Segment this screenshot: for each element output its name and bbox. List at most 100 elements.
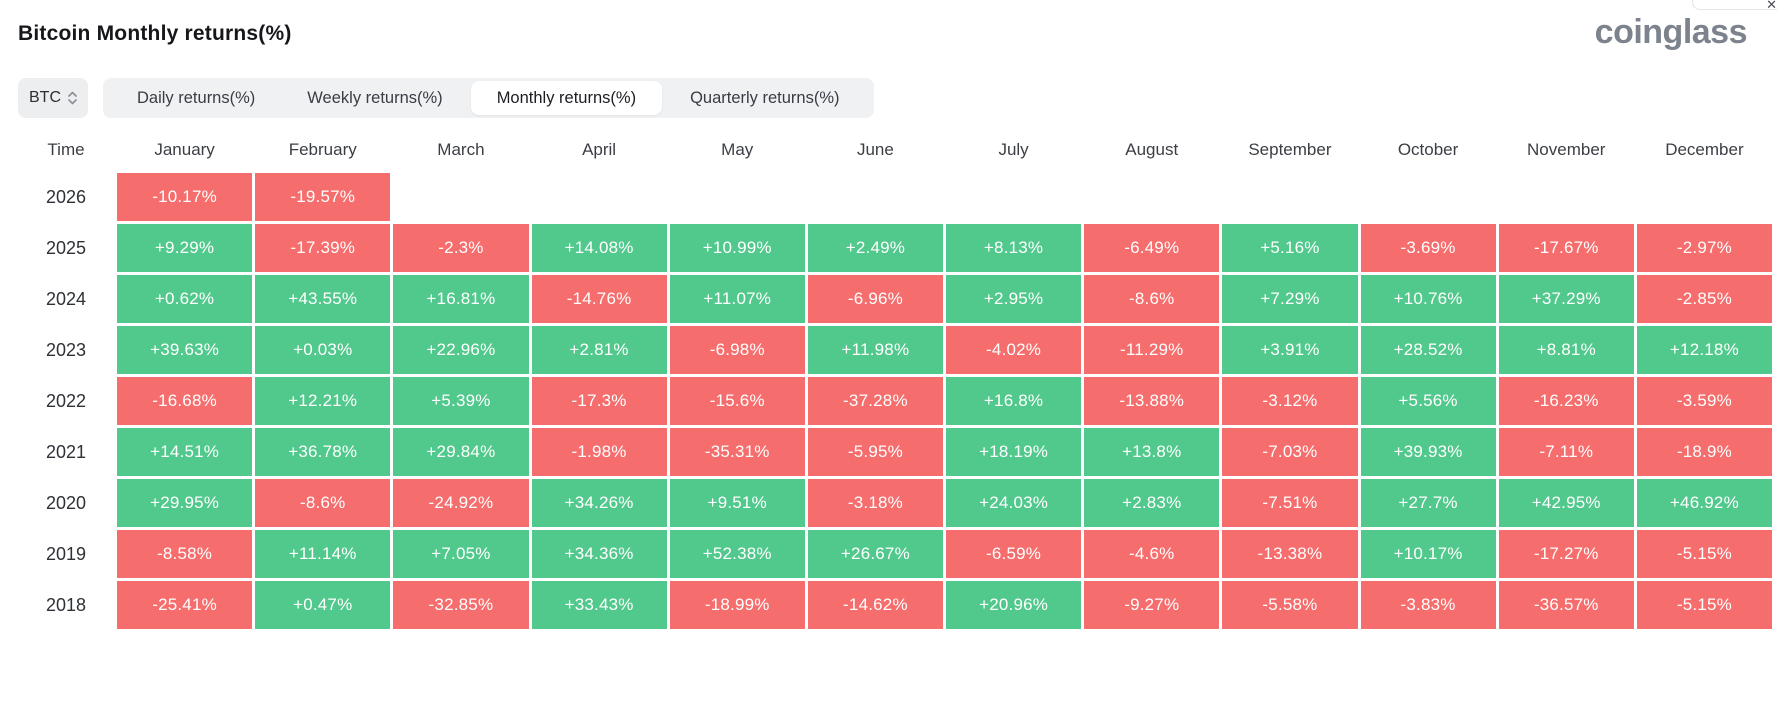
return-cell: +29.84% [393,428,529,476]
return-cell [946,173,1081,221]
tab-daily-returns[interactable]: Daily returns(%) [111,78,281,118]
return-cell: -17.39% [255,224,391,272]
return-cell [808,173,943,221]
return-cell: -6.49% [1084,224,1220,272]
return-cell: -17.3% [531,377,667,425]
return-cell: +14.08% [531,224,667,272]
row-year-label: 2020 [45,492,87,513]
popup-fragment: ✕ [1692,0,1777,12]
return-cell: -17.27% [1498,530,1634,578]
return-cell: +27.7% [1360,479,1496,527]
return-cell [532,173,667,221]
return-cell: -36.57% [1498,581,1634,629]
return-cell: -7.11% [1498,428,1634,476]
controls-row: BTC Daily returns(%) Weekly returns(%) M… [18,78,1777,118]
row-year-label: 2021 [45,441,87,462]
return-cell: -8.6% [255,479,391,527]
return-cell: -3.12% [1222,377,1358,425]
return-cell: -3.59% [1636,377,1772,425]
return-cell: +0.47% [255,581,391,629]
return-cell: -8.58% [117,530,253,578]
return-cell: -18.99% [669,581,805,629]
month-column-header: July [998,140,1029,159]
return-cell: +9.51% [669,479,805,527]
return-cell: +33.43% [531,581,667,629]
month-column-header: October [1397,140,1459,159]
return-cell: -32.85% [393,581,529,629]
return-cell: +12.18% [1636,326,1772,374]
month-column-header: September [1248,140,1332,159]
return-cell: +26.67% [807,530,943,578]
return-cell: -3.18% [807,479,943,527]
return-cell: -14.76% [531,275,667,323]
return-cell: +10.17% [1360,530,1496,578]
row-year-label: 2025 [45,237,87,258]
return-cell: +43.55% [255,275,391,323]
return-cell: -1.98% [531,428,667,476]
return-cell: +24.03% [946,479,1082,527]
tab-quarterly-returns[interactable]: Quarterly returns(%) [664,78,865,118]
return-cell: +42.95% [1498,479,1634,527]
page-title: Bitcoin Monthly returns(%) [18,22,292,45]
return-cell: -5.15% [1636,530,1772,578]
return-cell: -13.88% [1084,377,1220,425]
return-cell: -14.62% [807,581,943,629]
return-cell: -18.9% [1636,428,1772,476]
return-cell: -5.95% [807,428,943,476]
return-cell: +13.8% [1084,428,1220,476]
tab-monthly-returns[interactable]: Monthly returns(%) [470,81,663,115]
return-cell: -5.58% [1222,581,1358,629]
returns-grid: Time January February March April May June July… [0,130,1777,629]
return-cell: -16.68% [117,377,253,425]
return-cell: +0.62% [117,275,253,323]
row-year-label: 2026 [45,186,87,207]
return-cell: -9.27% [1084,581,1220,629]
return-cell: +3.91% [1222,326,1358,374]
return-cell [1222,173,1357,221]
return-cell: +0.03% [255,326,391,374]
return-cell: +39.93% [1360,428,1496,476]
symbol-select-value: BTC [29,89,61,106]
symbol-select[interactable]: BTC [18,78,88,118]
return-cell: +16.8% [946,377,1082,425]
row-year-label: 2019 [45,543,87,564]
return-cell: +5.39% [393,377,529,425]
return-cell: -2.85% [1636,275,1772,323]
return-cell: -6.98% [669,326,805,374]
month-column-header: January [154,140,215,159]
return-cell: +22.96% [393,326,529,374]
return-cell: -13.38% [1222,530,1358,578]
month-column-header: August [1125,140,1179,159]
return-cell: +29.95% [117,479,253,527]
return-cell: +11.98% [807,326,943,374]
close-icon[interactable]: ✕ [1766,0,1777,12]
return-cell: -17.67% [1498,224,1634,272]
return-cell: +12.21% [255,377,391,425]
return-cell: +20.96% [946,581,1082,629]
return-cell: -4.02% [946,326,1082,374]
return-cell: +9.29% [117,224,253,272]
return-cell: -3.69% [1360,224,1496,272]
return-cell [1084,173,1219,221]
return-cell: -15.6% [669,377,805,425]
coinglass-logo: coinglass [1594,13,1748,51]
return-cell: +5.56% [1360,377,1496,425]
return-cell: +36.78% [255,428,391,476]
return-cell: -24.92% [393,479,529,527]
return-cell: +28.52% [1360,326,1496,374]
return-cell: -37.28% [807,377,943,425]
month-column-header: November [1527,140,1606,159]
month-column-header: March [437,140,485,159]
return-cell [670,173,805,221]
returns-tab-group: Daily returns(%) Weekly returns(%) Month… [103,78,874,118]
return-cell: -11.29% [1084,326,1220,374]
return-cell: -35.31% [669,428,805,476]
return-cell [1637,173,1772,221]
return-cell: -10.17% [117,173,253,221]
return-cell: -7.51% [1222,479,1358,527]
row-year-label: 2022 [45,390,87,411]
return-cell: -3.83% [1360,581,1496,629]
tab-weekly-returns[interactable]: Weekly returns(%) [281,78,468,118]
time-column-header: Time [47,140,85,159]
return-cell: +11.07% [669,275,805,323]
